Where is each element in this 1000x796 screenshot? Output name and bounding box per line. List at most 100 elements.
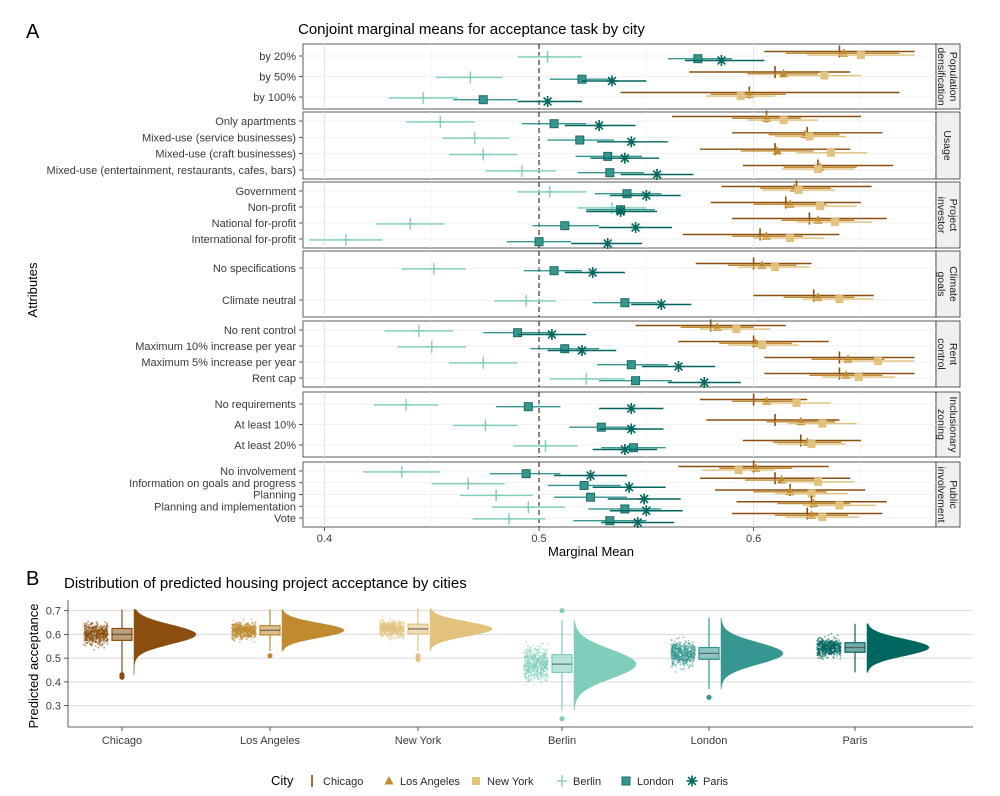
raincloud-new-york bbox=[379, 608, 493, 662]
estimate-mark bbox=[802, 501, 876, 510]
facet-strip-label: Populationdensification bbox=[935, 47, 959, 106]
x-tick-label: 0.6 bbox=[746, 533, 761, 545]
estimate-mark bbox=[642, 361, 715, 372]
facet-strip-line: Climate bbox=[947, 266, 959, 302]
facet-strip-label: Usage bbox=[941, 130, 953, 161]
legend-title: City bbox=[271, 773, 294, 788]
point-estimate bbox=[560, 221, 570, 231]
jitter-points bbox=[816, 632, 842, 661]
raincloud-berlin bbox=[523, 608, 637, 722]
point-estimate bbox=[673, 361, 685, 372]
y-tick-label: by 20% bbox=[259, 51, 296, 63]
point-estimate bbox=[625, 136, 637, 148]
facet-panel bbox=[302, 181, 937, 249]
panel-b-letter: B bbox=[26, 568, 39, 590]
point-estimate bbox=[805, 132, 814, 141]
point-estimate bbox=[585, 470, 597, 481]
point-estimate bbox=[542, 96, 554, 107]
point-estimate bbox=[542, 50, 553, 63]
outlier-point bbox=[267, 653, 273, 659]
facet-strip: Usage bbox=[935, 111, 961, 180]
estimate-mark bbox=[485, 164, 557, 177]
point-estimate bbox=[628, 443, 638, 453]
facet-strip-label: Rentcontrol bbox=[935, 338, 959, 370]
outlier-point bbox=[706, 694, 712, 700]
estimate-mark bbox=[384, 324, 454, 337]
point-estimate bbox=[758, 341, 767, 350]
legend-label: Berlin bbox=[573, 776, 601, 788]
y-tick-label: Non-profit bbox=[248, 202, 296, 214]
y-tick-label: Mixed-use (craft businesses) bbox=[155, 149, 296, 161]
estimate-mark bbox=[496, 402, 561, 412]
estimate-mark bbox=[489, 469, 561, 479]
legend-key bbox=[686, 775, 698, 787]
estimate-mark bbox=[740, 145, 814, 155]
point-estimate bbox=[818, 419, 827, 428]
y-tick-label: Vote bbox=[274, 513, 296, 525]
facet-strip-line: Project bbox=[947, 199, 959, 232]
point-estimate bbox=[631, 376, 641, 386]
legend-label: London bbox=[637, 776, 674, 788]
y-tick-label: 0.4 bbox=[46, 677, 61, 689]
estimate-mark bbox=[706, 92, 776, 101]
legend-item-london: London bbox=[621, 776, 674, 788]
estimate-mark bbox=[397, 340, 467, 353]
facet-strip-line: involvement bbox=[935, 466, 947, 522]
estimate-mark bbox=[802, 295, 874, 304]
point-estimate bbox=[655, 299, 667, 310]
estimate-mark bbox=[702, 466, 776, 475]
point-estimate bbox=[625, 423, 637, 435]
estimate-mark bbox=[575, 151, 643, 161]
point-estimate bbox=[418, 91, 429, 104]
y-tick-label: by 100% bbox=[253, 92, 296, 104]
estimate-mark bbox=[775, 489, 849, 498]
estimate-mark bbox=[738, 263, 810, 272]
facet-strip-label: Climategoals bbox=[935, 266, 959, 302]
point-estimate bbox=[400, 398, 411, 411]
estimate-mark bbox=[363, 465, 441, 478]
facet-strip-line: Rent bbox=[947, 343, 959, 365]
legend-key bbox=[557, 775, 567, 787]
facet-strip-line: Public bbox=[947, 480, 959, 509]
point-estimate bbox=[640, 190, 652, 201]
estimate-mark bbox=[601, 443, 666, 453]
point-estimate bbox=[813, 165, 822, 174]
boxplot bbox=[259, 609, 281, 659]
estimate-mark bbox=[547, 135, 615, 145]
point-estimate bbox=[619, 444, 631, 455]
facet-strip-line: zoning bbox=[935, 409, 947, 440]
estimate-mark bbox=[524, 266, 582, 276]
estimate-mark bbox=[517, 50, 582, 63]
y-tick-label: Planning bbox=[253, 490, 296, 502]
point-estimate bbox=[478, 148, 489, 161]
point-estimate bbox=[463, 477, 474, 490]
estimate-mark bbox=[783, 202, 857, 211]
point-estimate bbox=[623, 481, 635, 493]
point-estimate bbox=[826, 148, 835, 157]
estimate-mark bbox=[375, 217, 445, 230]
density-half-violin bbox=[720, 617, 784, 690]
point-estimate bbox=[698, 377, 710, 388]
estimate-mark bbox=[599, 222, 673, 233]
point-estimate bbox=[581, 372, 592, 385]
estimate-mark bbox=[785, 513, 859, 522]
point-estimate bbox=[521, 469, 531, 479]
estimate-mark bbox=[620, 169, 694, 180]
raincloud-london bbox=[670, 617, 784, 700]
estimate-mark bbox=[517, 185, 587, 198]
estimate-mark bbox=[472, 512, 546, 525]
estimate-mark bbox=[554, 470, 628, 481]
facet-strip-line: investor bbox=[935, 197, 947, 234]
estimate-mark bbox=[762, 186, 836, 195]
legend-label: Chicago bbox=[323, 776, 363, 788]
point-estimate bbox=[622, 189, 632, 199]
estimate-mark bbox=[599, 423, 664, 435]
estimate-mark bbox=[601, 517, 675, 528]
facet-strip-line: Usage bbox=[941, 130, 953, 161]
estimate-mark bbox=[807, 51, 915, 60]
density-half-violin bbox=[133, 609, 197, 675]
x-tick-label: Paris bbox=[842, 735, 868, 747]
point-estimate bbox=[596, 422, 606, 432]
density-half-violin bbox=[573, 619, 637, 711]
y-tick-label: Maximum 10% increase per year bbox=[135, 341, 296, 353]
